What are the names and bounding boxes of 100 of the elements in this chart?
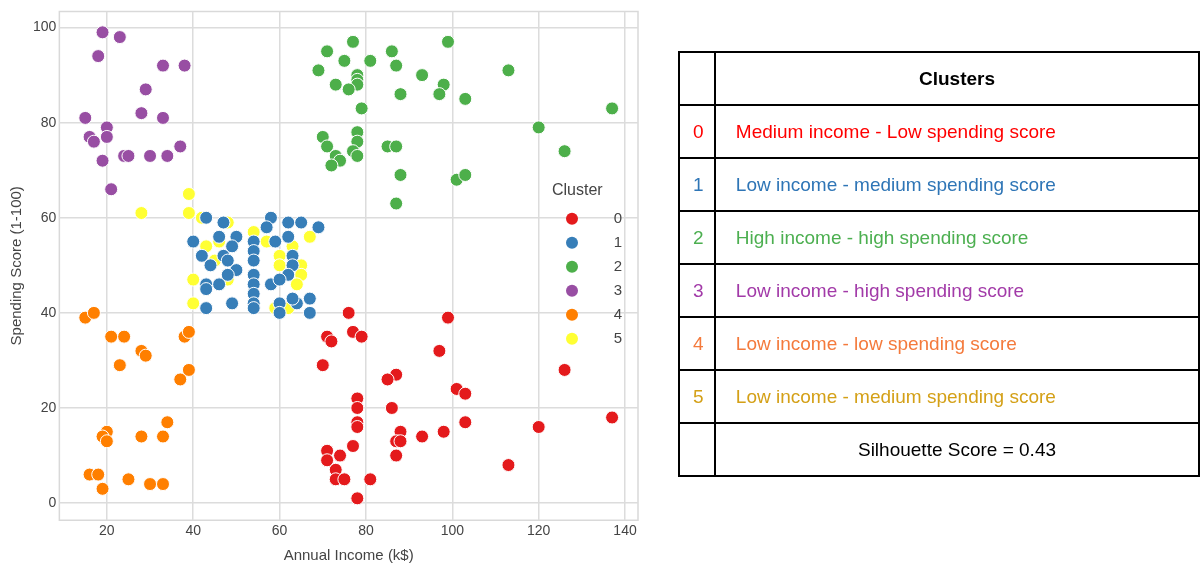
point bbox=[354, 329, 369, 344]
point bbox=[181, 206, 196, 221]
point bbox=[143, 477, 158, 492]
text: 2 High income - high spending score bbox=[679, 211, 1199, 264]
point bbox=[337, 53, 352, 68]
point bbox=[91, 49, 106, 64]
point bbox=[134, 206, 149, 221]
point bbox=[199, 301, 214, 316]
text: 0 Medium income - Low spending score bbox=[679, 105, 1199, 158]
point bbox=[134, 429, 149, 444]
point bbox=[328, 77, 343, 92]
point bbox=[531, 120, 546, 135]
point bbox=[315, 358, 330, 373]
point bbox=[181, 187, 196, 201]
point bbox=[415, 429, 430, 444]
text: 5 Low income - medium spending score bbox=[679, 370, 1199, 423]
point bbox=[95, 25, 110, 40]
point bbox=[333, 448, 348, 463]
point bbox=[199, 210, 214, 225]
point bbox=[302, 305, 317, 320]
point bbox=[156, 110, 170, 125]
x-tick-label: 100 bbox=[440, 522, 465, 539]
y-tick-label: 100 bbox=[33, 18, 57, 35]
point bbox=[177, 58, 192, 73]
point bbox=[186, 234, 201, 249]
point bbox=[181, 324, 196, 339]
point bbox=[350, 420, 365, 434]
point bbox=[384, 44, 399, 59]
point bbox=[320, 139, 335, 154]
point bbox=[320, 44, 335, 59]
point bbox=[302, 291, 317, 306]
x-tick-label: 20 bbox=[99, 522, 115, 539]
point bbox=[203, 258, 218, 273]
point bbox=[605, 410, 620, 425]
point bbox=[173, 372, 188, 387]
point bbox=[311, 63, 326, 78]
point bbox=[324, 158, 339, 173]
point bbox=[272, 305, 287, 320]
point bbox=[432, 87, 447, 102]
point bbox=[117, 329, 132, 344]
point bbox=[104, 329, 119, 344]
text: 1 Low income - medium spending score bbox=[679, 158, 1199, 211]
point bbox=[289, 277, 304, 292]
point bbox=[173, 139, 188, 154]
point bbox=[246, 253, 261, 268]
point bbox=[324, 334, 339, 349]
x-tick-label: 40 bbox=[185, 522, 202, 539]
point bbox=[380, 372, 395, 387]
point bbox=[557, 362, 572, 377]
point bbox=[432, 343, 447, 358]
legend-label: 1 bbox=[613, 232, 622, 250]
point bbox=[186, 272, 201, 287]
point bbox=[363, 472, 378, 487]
point bbox=[389, 448, 404, 463]
legend-label: 5 bbox=[613, 328, 622, 346]
y-tick-label: 20 bbox=[40, 398, 57, 415]
point bbox=[458, 167, 473, 182]
y-tick-label: 60 bbox=[40, 208, 57, 225]
legend-label: 4 bbox=[613, 304, 622, 322]
point bbox=[199, 282, 214, 297]
point bbox=[246, 301, 261, 316]
y-tick-label: 0 bbox=[48, 493, 57, 510]
point bbox=[156, 477, 170, 492]
point bbox=[138, 82, 153, 97]
legend-title: Cluster bbox=[552, 181, 604, 199]
point bbox=[220, 253, 235, 268]
point bbox=[212, 277, 227, 292]
point bbox=[341, 82, 356, 97]
point bbox=[143, 148, 158, 163]
point bbox=[458, 386, 473, 401]
point bbox=[212, 229, 227, 244]
point bbox=[605, 101, 620, 116]
point bbox=[112, 358, 127, 373]
point bbox=[86, 134, 101, 149]
x-tick-label: 60 bbox=[271, 522, 288, 539]
point bbox=[294, 215, 309, 230]
point bbox=[104, 182, 119, 197]
point bbox=[99, 129, 114, 144]
point bbox=[160, 415, 175, 430]
x-axis-title: Annual Income (k$) bbox=[283, 546, 414, 564]
point bbox=[95, 153, 110, 168]
point bbox=[156, 429, 170, 444]
point bbox=[112, 30, 127, 45]
point bbox=[458, 415, 473, 430]
text: Silhouette Score = 0.43 bbox=[679, 423, 1199, 476]
y-axis-title: Spending Score (1-100) bbox=[7, 186, 25, 346]
point bbox=[216, 215, 231, 230]
point bbox=[311, 220, 326, 235]
point bbox=[346, 439, 360, 454]
legend-label: 3 bbox=[613, 280, 622, 298]
point bbox=[557, 144, 572, 159]
point bbox=[458, 91, 473, 106]
point bbox=[384, 400, 399, 415]
legend-label: 0 bbox=[613, 208, 622, 226]
x-tick-label: 120 bbox=[527, 522, 551, 539]
point bbox=[138, 348, 153, 363]
point bbox=[99, 434, 114, 449]
point bbox=[354, 101, 369, 116]
point bbox=[393, 167, 408, 182]
point bbox=[95, 481, 110, 496]
